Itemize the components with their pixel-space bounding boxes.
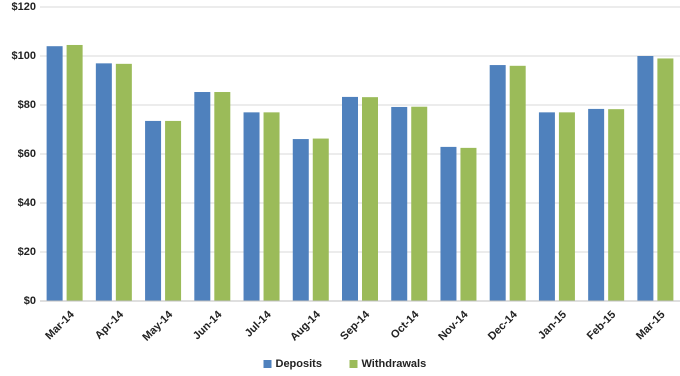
bar (66, 44, 83, 301)
bar (391, 106, 408, 302)
bar (165, 120, 182, 301)
y-tick-label: $20 (18, 246, 36, 258)
x-tick-label: Sep-14 (338, 308, 373, 343)
bar (115, 63, 132, 302)
x-tick-label: Feb-15 (585, 309, 619, 343)
bar (657, 58, 674, 302)
y-tick-label: $40 (18, 197, 36, 209)
x-tick-label: Aug-14 (288, 308, 323, 343)
bar (145, 120, 162, 301)
bar (538, 112, 555, 301)
legend-label: Deposits (276, 358, 322, 370)
y-tick-label: $60 (18, 148, 36, 160)
bar (558, 112, 575, 301)
bar (342, 96, 358, 301)
y-tick-label: $100 (12, 50, 36, 62)
y-tick-label: $120 (12, 1, 36, 13)
bar (194, 92, 211, 301)
x-tick-label: Jun-14 (191, 308, 225, 342)
bar (460, 147, 477, 301)
bar (509, 65, 526, 301)
bar (362, 97, 378, 301)
x-tick-label: Dec-14 (486, 308, 521, 343)
x-tick-label: Jul-14 (243, 308, 275, 340)
y-tick-label: $80 (18, 99, 36, 111)
bar (637, 56, 654, 301)
bar (440, 146, 457, 301)
bar (243, 112, 260, 301)
x-tick-label: Mar-14 (43, 308, 77, 342)
legend-label: Withdrawals (362, 358, 427, 370)
bar (608, 109, 625, 301)
bar (411, 106, 428, 301)
bar (489, 65, 506, 301)
bar (46, 46, 63, 302)
legend-swatch (263, 360, 272, 368)
bar (95, 63, 112, 301)
legend-swatch (349, 360, 358, 368)
y-tick-label: $0 (24, 295, 36, 307)
bar (588, 108, 605, 301)
x-tick-label: Oct-14 (389, 308, 422, 341)
x-tick-label: Jan-15 (536, 309, 569, 342)
x-tick-label: Apr-14 (93, 308, 127, 342)
bar (263, 112, 280, 301)
x-tick-label: Nov-14 (436, 308, 471, 343)
bar (312, 138, 329, 301)
bar (214, 92, 231, 301)
bar (292, 139, 309, 301)
x-tick-label: Mar-15 (634, 309, 668, 343)
x-tick-label: May-14 (140, 308, 175, 343)
